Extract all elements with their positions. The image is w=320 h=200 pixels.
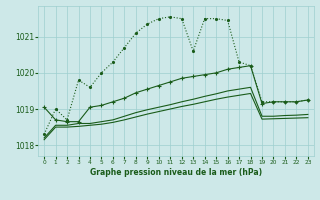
X-axis label: Graphe pression niveau de la mer (hPa): Graphe pression niveau de la mer (hPa) — [90, 168, 262, 177]
